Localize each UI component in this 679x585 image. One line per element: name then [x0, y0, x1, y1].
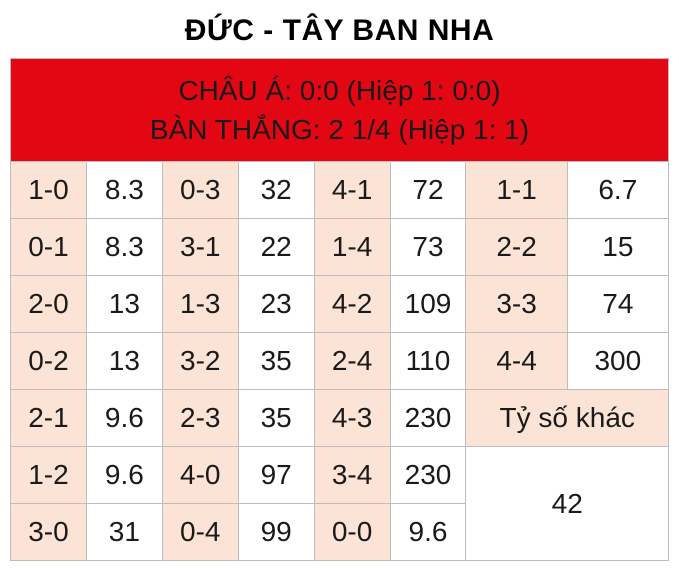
- odds-cell: 8.3: [86, 162, 162, 219]
- score-cell: 4-2: [314, 276, 390, 333]
- score-cell: 2-1: [11, 390, 87, 447]
- odds-cell: 72: [390, 162, 466, 219]
- table-row: 0-1 8.3 3-1 22 1-4 73 2-2 15: [11, 219, 669, 276]
- odds-cell: 97: [238, 447, 314, 504]
- odds-table-container: ĐỨC - TÂY BAN NHA CHÂU Á: 0:0 (Hiệp 1: 0…: [10, 8, 669, 561]
- odds-cell: 35: [238, 390, 314, 447]
- score-cell: 0-4: [162, 504, 238, 561]
- odds-cell: 230: [390, 447, 466, 504]
- score-cell: 1-4: [314, 219, 390, 276]
- score-cell: 0-1: [11, 219, 87, 276]
- odds-table: CHÂU Á: 0:0 (Hiệp 1: 0:0) BÀN THẮNG: 2 1…: [10, 58, 669, 561]
- score-cell: 0-0: [314, 504, 390, 561]
- score-cell: 1-0: [11, 162, 87, 219]
- header-row: CHÂU Á: 0:0 (Hiệp 1: 0:0) BÀN THẮNG: 2 1…: [11, 59, 669, 162]
- score-cell: 2-2: [466, 219, 567, 276]
- table-row: 2-1 9.6 2-3 35 4-3 230 Tỷ số khác: [11, 390, 669, 447]
- odds-cell: 109: [390, 276, 466, 333]
- odds-cell: 74: [567, 276, 668, 333]
- odds-cell: 13: [86, 276, 162, 333]
- header-banner: CHÂU Á: 0:0 (Hiệp 1: 0:0) BÀN THẮNG: 2 1…: [11, 59, 669, 162]
- odds-cell: 8.3: [86, 219, 162, 276]
- odds-cell: 32: [238, 162, 314, 219]
- table-row: 1-2 9.6 4-0 97 3-4 230 42: [11, 447, 669, 504]
- odds-cell: 99: [238, 504, 314, 561]
- score-cell: 3-0: [11, 504, 87, 561]
- score-cell: 0-3: [162, 162, 238, 219]
- odds-cell: 6.7: [567, 162, 668, 219]
- odds-cell: 9.6: [86, 390, 162, 447]
- score-cell: 3-3: [466, 276, 567, 333]
- score-cell: 2-0: [11, 276, 87, 333]
- score-cell: 3-1: [162, 219, 238, 276]
- odds-cell: 9.6: [390, 504, 466, 561]
- score-cell: 4-4: [466, 333, 567, 390]
- table-row: 2-0 13 1-3 23 4-2 109 3-3 74: [11, 276, 669, 333]
- odds-cell: 13: [86, 333, 162, 390]
- score-cell: 1-1: [466, 162, 567, 219]
- odds-cell: 230: [390, 390, 466, 447]
- odds-cell: 9.6: [86, 447, 162, 504]
- score-cell: 4-3: [314, 390, 390, 447]
- score-cell: 3-4: [314, 447, 390, 504]
- score-cell: 4-0: [162, 447, 238, 504]
- score-cell: 1-2: [11, 447, 87, 504]
- score-cell: 4-1: [314, 162, 390, 219]
- score-cell: 0-2: [11, 333, 87, 390]
- odds-cell: 22: [238, 219, 314, 276]
- odds-cell: 31: [86, 504, 162, 561]
- table-row: 0-2 13 3-2 35 2-4 110 4-4 300: [11, 333, 669, 390]
- other-score-value: 42: [466, 447, 669, 561]
- odds-cell: 73: [390, 219, 466, 276]
- odds-cell: 300: [567, 333, 668, 390]
- odds-cell: 23: [238, 276, 314, 333]
- score-cell: 3-2: [162, 333, 238, 390]
- match-title: ĐỨC - TÂY BAN NHA: [10, 8, 669, 58]
- banner-line-2: BÀN THẮNG: 2 1/4 (Hiệp 1: 1): [11, 110, 668, 149]
- score-cell: 2-4: [314, 333, 390, 390]
- odds-cell: 110: [390, 333, 466, 390]
- table-row: 1-0 8.3 0-3 32 4-1 72 1-1 6.7: [11, 162, 669, 219]
- odds-cell: 35: [238, 333, 314, 390]
- banner-line-1: CHÂU Á: 0:0 (Hiệp 1: 0:0): [11, 71, 668, 110]
- other-score-label: Tỷ số khác: [466, 390, 669, 447]
- score-cell: 2-3: [162, 390, 238, 447]
- odds-cell: 15: [567, 219, 668, 276]
- score-cell: 1-3: [162, 276, 238, 333]
